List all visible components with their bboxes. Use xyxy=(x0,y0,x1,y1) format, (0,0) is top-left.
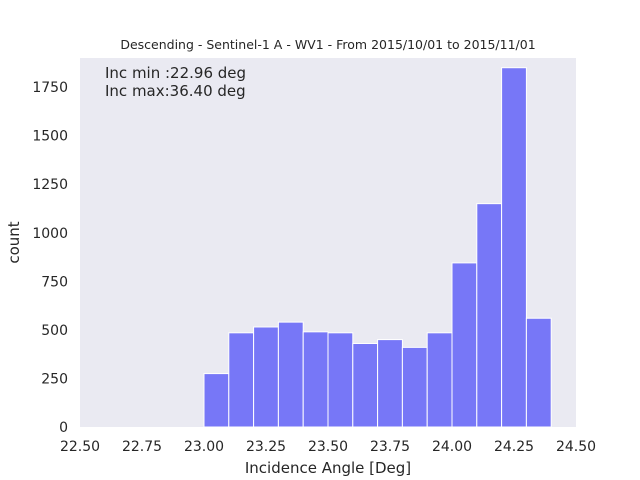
y-tick-labels: 0 250 500 750 1000 1250 1500 1750 xyxy=(32,80,68,436)
y-tick-label: 1250 xyxy=(32,177,68,193)
annotation-inc-min: Inc min :22.96 deg xyxy=(105,64,246,82)
histogram-bar xyxy=(426,332,453,428)
histogram-bar xyxy=(501,67,527,428)
histogram-bar xyxy=(277,321,304,428)
x-tick-label: 22.75 xyxy=(122,439,162,455)
histogram-bar xyxy=(401,346,428,428)
y-tick-label: 1000 xyxy=(32,226,68,242)
histogram-bar xyxy=(302,331,329,428)
x-tick-label: 24.00 xyxy=(432,439,472,455)
x-axis-label: Incidence Angle [Deg] xyxy=(245,459,411,477)
y-tick-label: 750 xyxy=(41,274,68,290)
y-tick-label: 250 xyxy=(41,371,68,387)
histogram-bar xyxy=(377,339,403,428)
histogram-bar xyxy=(228,332,255,428)
x-tick-label: 24.50 xyxy=(556,439,596,455)
x-tick-label: 22.50 xyxy=(60,439,100,455)
histogram-bar xyxy=(451,262,478,428)
y-tick-label: 0 xyxy=(59,420,68,436)
x-tick-label: 23.75 xyxy=(370,439,410,455)
histogram-bar xyxy=(476,203,503,428)
x-tick-label: 23.00 xyxy=(184,439,224,455)
y-axis-label: count xyxy=(5,221,23,263)
histogram-bar xyxy=(525,317,552,428)
histogram-bar xyxy=(253,326,279,428)
y-tick-label: 1500 xyxy=(32,129,68,145)
annotation-inc-max: Inc max:36.40 deg xyxy=(105,82,246,100)
x-tick-labels: 22.50 22.75 23.00 23.25 23.50 23.75 24.00 24.25… xyxy=(60,439,596,455)
histogram-bar xyxy=(203,373,230,428)
x-tick-label: 23.25 xyxy=(246,439,286,455)
chart-title: Descending - Sentinel-1 A - WV1 - From 2… xyxy=(120,37,535,52)
bars-group xyxy=(203,67,552,428)
y-tick-label: 1750 xyxy=(32,80,68,96)
histogram-bar xyxy=(327,332,354,428)
x-tick-label: 24.25 xyxy=(494,439,534,455)
y-tick-label: 500 xyxy=(41,323,68,339)
x-tick-label: 23.50 xyxy=(308,439,348,455)
histogram-bar xyxy=(352,342,379,428)
